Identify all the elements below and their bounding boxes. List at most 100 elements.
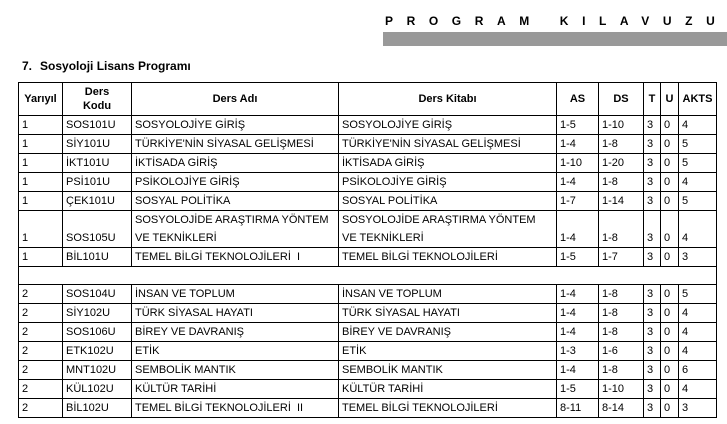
table-cell: 1 bbox=[18, 210, 63, 248]
table-cell: 3 bbox=[643, 398, 661, 418]
table-cell: 3 bbox=[643, 115, 661, 135]
table-body: 1 SOS101U SOSYOLOJİYE GİRİŞ SOSYOLOJİYE GİR… bbox=[18, 115, 717, 418]
table-cell: PSİKOLOJİYE GİRİŞ bbox=[338, 172, 557, 192]
table-cell: 0 bbox=[660, 153, 679, 173]
header-bar bbox=[383, 32, 727, 46]
table-row: 2 SOS106U BİREY VE DAVRANIŞ BİREY VE DAVRAN… bbox=[18, 322, 717, 342]
course-table: Yarıyıl Ders Kodu Ders Adı Ders Kitabı AS DS T… bbox=[18, 82, 717, 418]
table-cell: 1-8 bbox=[598, 322, 644, 342]
separator-row bbox=[18, 266, 717, 285]
table-cell: SOSYOLOJİYE GİRİŞ bbox=[131, 115, 339, 135]
table-cell: 0 bbox=[660, 398, 679, 418]
table-cell: 1 bbox=[18, 134, 63, 154]
table-cell: 1-5 bbox=[556, 379, 599, 399]
table-cell: 0 bbox=[660, 210, 679, 248]
table-row: 2 MNT102U SEMBOLİK MANTIK SEMBOLİK MANTIK 1-… bbox=[18, 360, 717, 380]
page-header: PROGRAM KILAVUZU bbox=[385, 14, 727, 28]
table-cell: TÜRK SİYASAL HAYATI bbox=[338, 303, 557, 323]
section-heading: 7. Sosyoloji Lisans Programı bbox=[22, 59, 191, 73]
table-cell: 1-10 bbox=[598, 115, 644, 135]
table-cell: 2 bbox=[18, 322, 63, 342]
table-cell: 4 bbox=[678, 210, 717, 248]
table-cell: 8-14 bbox=[598, 398, 644, 418]
table-cell: 0 bbox=[660, 134, 679, 154]
table-cell: 3 bbox=[678, 398, 717, 418]
table-cell: 3 bbox=[643, 210, 661, 248]
table-cell: 0 bbox=[660, 303, 679, 323]
table-cell: 1-14 bbox=[598, 191, 644, 211]
table-cell: ETİK bbox=[131, 341, 339, 361]
table-cell: 1-5 bbox=[556, 247, 599, 267]
column-header-text: Ders Kodu bbox=[82, 86, 113, 112]
table-cell: 2 bbox=[18, 303, 63, 323]
table-cell: 3 bbox=[643, 153, 661, 173]
table-cell: 1-4 bbox=[556, 172, 599, 192]
table-cell: 3 bbox=[643, 172, 661, 192]
table-cell: 1-7 bbox=[556, 191, 599, 211]
table-cell: BİREY VE DAVRANIŞ bbox=[338, 322, 557, 342]
column-header: Ders Kitabı bbox=[338, 82, 557, 116]
table-row: 1 BİL101U TEMEL BİLGİ TEKNOLOJİLERİ I TEMEL… bbox=[18, 247, 717, 267]
table-cell: TEMEL BİLGİ TEKNOLOJİLERİ bbox=[338, 247, 557, 267]
table-cell: 0 bbox=[660, 322, 679, 342]
table-cell: MNT102U bbox=[62, 360, 132, 380]
table-cell: 1 bbox=[18, 172, 63, 192]
column-header: T bbox=[643, 82, 661, 116]
table-cell: SEMBOLİK MANTIK bbox=[131, 360, 339, 380]
table-cell: 1-4 bbox=[556, 134, 599, 154]
table-cell: 4 bbox=[678, 172, 717, 192]
table-cell: TÜRKİYE'NİN SİYASAL GELİŞMESİ bbox=[131, 134, 339, 154]
table-cell: PSİKOLOJİYE GİRİŞ bbox=[131, 172, 339, 192]
table-cell: 0 bbox=[660, 115, 679, 135]
table-cell: 1-4 bbox=[556, 360, 599, 380]
table-cell: 1 bbox=[18, 247, 63, 267]
table-cell: SOS106U bbox=[62, 322, 132, 342]
table-cell: 1 bbox=[18, 153, 63, 173]
table-cell: İKTİSADA GİRİŞ bbox=[338, 153, 557, 173]
table-cell: 0 bbox=[660, 341, 679, 361]
table-cell: 4 bbox=[678, 341, 717, 361]
column-header: DS bbox=[598, 82, 644, 116]
table-row: 1 PSİ101U PSİKOLOJİYE GİRİŞ PSİKOLOJİYE GİR… bbox=[18, 172, 717, 192]
table-cell: SEMBOLİK MANTIK bbox=[338, 360, 557, 380]
table-cell: SOS105U bbox=[62, 210, 132, 248]
table-cell: 1-8 bbox=[598, 360, 644, 380]
table-cell: SOSYOLOJİYE GİRİŞ bbox=[338, 115, 557, 135]
table-cell: 3 bbox=[643, 379, 661, 399]
table-cell: 0 bbox=[660, 172, 679, 192]
table-cell: BİL102U bbox=[62, 398, 132, 418]
table-row: 1 İKT101U İKTİSADA GİRİŞ İKTİSADA GİRİŞ 1-10… bbox=[18, 153, 717, 173]
table-cell: 5 bbox=[678, 191, 717, 211]
table-cell: SOS104U bbox=[62, 284, 132, 304]
table-cell: SİY101U bbox=[62, 134, 132, 154]
table-cell: 5 bbox=[678, 134, 717, 154]
table-cell: KÜLTÜR TARİHİ bbox=[338, 379, 557, 399]
table-cell: 1-4 bbox=[556, 284, 599, 304]
table-cell: TÜRKİYE'NİN SİYASAL GELİŞMESİ bbox=[338, 134, 557, 154]
table-cell: SOSYAL POLİTİKA bbox=[338, 191, 557, 211]
table-cell: 0 bbox=[660, 379, 679, 399]
column-header: Ders Adı bbox=[131, 82, 339, 116]
table-cell: 1-8 bbox=[598, 210, 644, 248]
table-row: 2 ETK102U ETİK ETİK 1-3 1-6 3 0 4 bbox=[18, 341, 717, 361]
table-cell: 3 bbox=[643, 247, 661, 267]
table-cell: 4 bbox=[678, 303, 717, 323]
table-cell: 3 bbox=[643, 303, 661, 323]
table-cell: 3 bbox=[643, 341, 661, 361]
table-cell: 1 bbox=[18, 115, 63, 135]
table-cell: 3 bbox=[643, 360, 661, 380]
column-header: Ders Kodu bbox=[62, 82, 132, 116]
table-cell: İNSAN VE TOPLUM bbox=[338, 284, 557, 304]
table-row: 1 SOS105U SOSYOLOJİDE ARAŞTIRMA YÖNTEM VE … bbox=[18, 210, 717, 248]
table-cell: 5 bbox=[678, 153, 717, 173]
table-cell: KÜL102U bbox=[62, 379, 132, 399]
table-cell: 1-8 bbox=[598, 284, 644, 304]
column-header: AS bbox=[556, 82, 599, 116]
table-cell: 0 bbox=[660, 284, 679, 304]
table-cell: SİY102U bbox=[62, 303, 132, 323]
column-header: Yarıyıl bbox=[18, 82, 63, 116]
table-cell: 1-8 bbox=[598, 303, 644, 323]
table-cell: İKT101U bbox=[62, 153, 132, 173]
